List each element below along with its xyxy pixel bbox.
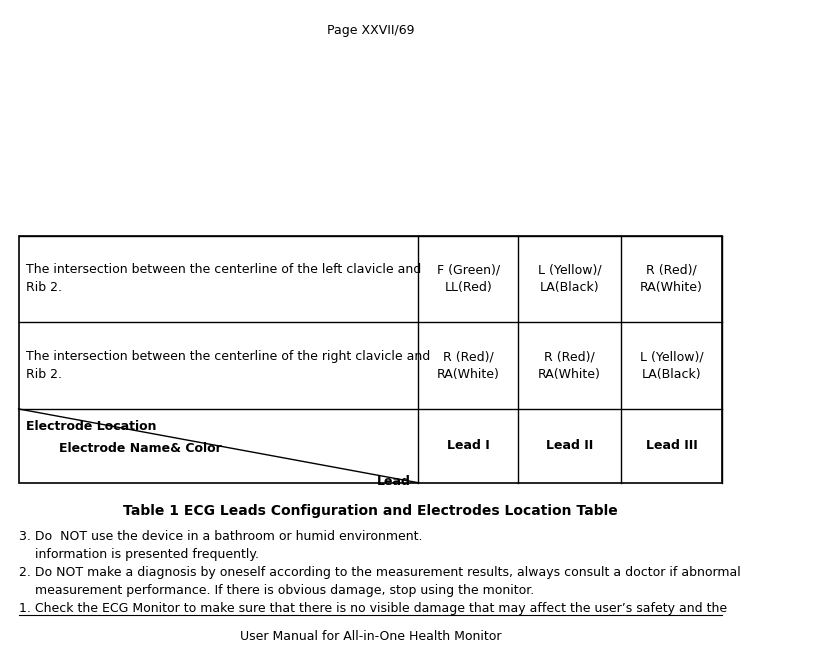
Text: The intersection between the centerline of the left clavicle and
Rib 2.: The intersection between the centerline … — [26, 264, 421, 295]
Text: L (Yellow)/
LA(Black): L (Yellow)/ LA(Black) — [538, 264, 601, 295]
Text: F (Green)/
LL(Red): F (Green)/ LL(Red) — [437, 264, 500, 295]
Text: information is presented frequently.: information is presented frequently. — [18, 548, 258, 561]
Text: L (Yellow)/
LA(Black): L (Yellow)/ LA(Black) — [640, 350, 703, 381]
Text: Electrode Name& Color: Electrode Name& Color — [59, 443, 222, 455]
Text: R (Red)/
RA(White): R (Red)/ RA(White) — [538, 350, 601, 381]
Text: Electrode Location: Electrode Location — [26, 420, 157, 433]
Text: R (Red)/
RA(White): R (Red)/ RA(White) — [640, 264, 703, 295]
Text: 3. Do  NOT use the device in a bathroom or humid environment.: 3. Do NOT use the device in a bathroom o… — [18, 530, 422, 543]
Text: The intersection between the centerline of the right clavicle and
Rib 2.: The intersection between the centerline … — [26, 350, 430, 381]
Text: Table 1 ECG Leads Configuration and Electrodes Location Table: Table 1 ECG Leads Configuration and Elec… — [123, 504, 618, 518]
Text: 2. Do NOT make a diagnosis by oneself according to the measurement results, alwa: 2. Do NOT make a diagnosis by oneself ac… — [18, 566, 741, 579]
Text: Lead III: Lead III — [646, 439, 697, 452]
Text: Lead I: Lead I — [447, 439, 490, 452]
Text: 1. Check the ECG Monitor to make sure that there is no visible damage that may a: 1. Check the ECG Monitor to make sure th… — [18, 602, 726, 615]
Text: User Manual for All-in-One Health Monitor: User Manual for All-in-One Health Monito… — [240, 630, 501, 643]
Text: measurement performance. If there is obvious damage, stop using the monitor.: measurement performance. If there is obv… — [18, 584, 534, 597]
Bar — [18, 236, 722, 483]
Text: Lead II: Lead II — [546, 439, 593, 452]
Text: Lead: Lead — [377, 475, 411, 488]
Text: Page XXVII/69: Page XXVII/69 — [327, 25, 414, 37]
Text: R (Red)/
RA(White): R (Red)/ RA(White) — [437, 350, 500, 381]
